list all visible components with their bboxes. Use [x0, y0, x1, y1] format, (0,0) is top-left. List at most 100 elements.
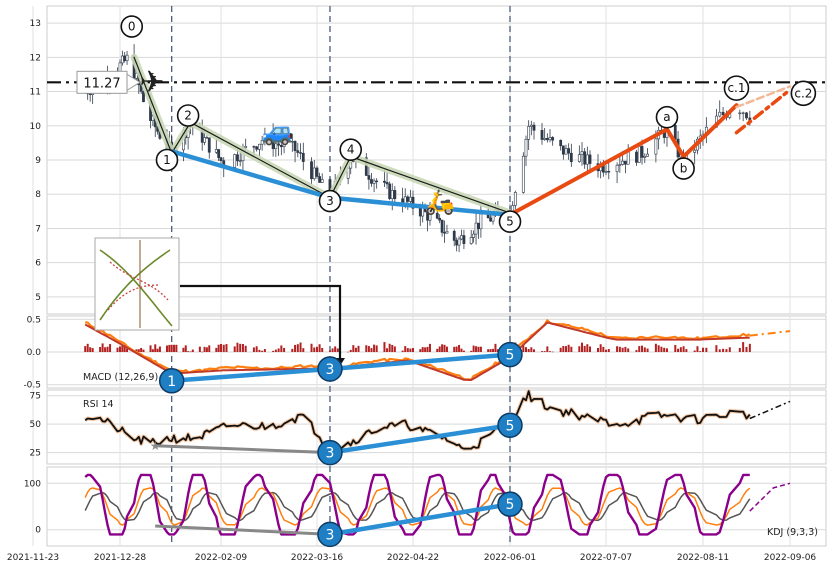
macd-histogram-bar — [215, 347, 218, 352]
connector-line — [180, 284, 342, 362]
xtick-label: 2022-04-22 — [387, 553, 439, 563]
candle-body — [585, 154, 589, 165]
macd-histogram-bar — [137, 349, 140, 352]
candle-body — [623, 160, 627, 165]
candle-body — [207, 137, 211, 153]
macd-histogram-bar — [222, 344, 225, 352]
macd-histogram-bar — [261, 350, 264, 352]
wave-label-1: 1 — [163, 153, 171, 167]
macd-histogram-bar — [472, 345, 475, 352]
candle-body — [372, 180, 376, 184]
candle-body — [577, 154, 581, 163]
candle-body — [406, 196, 410, 202]
candle-body — [479, 213, 483, 230]
macd-histogram-bar — [627, 348, 630, 352]
macd-histogram-bar — [373, 344, 376, 352]
macd-histogram-bar — [184, 345, 187, 352]
kdj-j-line — [84, 473, 750, 536]
macd-histogram-bar — [679, 347, 682, 352]
macd-histogram-bar — [638, 346, 641, 352]
macd-histogram-bar — [233, 346, 236, 352]
macd-histogram-bar — [541, 351, 543, 352]
macd-histogram-bar — [436, 348, 439, 352]
candle-body — [236, 154, 239, 162]
wave-label-0: 0 — [128, 20, 136, 34]
candle-body — [607, 171, 611, 173]
macd-histogram-bar — [109, 344, 112, 352]
thumbnail-sketch-red — [107, 261, 169, 311]
wave-label-circle — [318, 189, 342, 213]
wave-line — [133, 56, 511, 214]
rsi-ytick-label: 50 — [30, 420, 42, 430]
candle-body — [646, 153, 649, 157]
macd-histogram-bar — [255, 346, 258, 352]
candle-body — [271, 133, 275, 150]
macd-histogram-bar — [607, 349, 610, 352]
macd-histogram-bar — [296, 344, 299, 352]
macd-histogram-bar — [201, 351, 204, 353]
macd-histogram-bar — [443, 344, 446, 352]
candle-body — [640, 146, 644, 158]
candle-body — [529, 124, 533, 127]
rsi-badge-3: 3 — [326, 446, 335, 462]
macd-histogram-bar — [236, 342, 239, 352]
macd-histogram-bar — [546, 346, 549, 352]
candle-body — [312, 167, 316, 180]
xtick-label: 2022-08-11 — [677, 553, 729, 563]
candle-body — [615, 164, 619, 173]
candle-body — [435, 212, 439, 219]
kdj-badge-3: 3 — [326, 527, 335, 543]
macd-histogram-bar — [263, 349, 266, 352]
candle-body — [524, 139, 528, 157]
macd-histogram-bar — [239, 343, 242, 352]
divergence-badge — [158, 368, 185, 394]
macd-line — [85, 319, 751, 381]
macd-histogram-bar — [294, 344, 297, 352]
macd-histogram-bar — [424, 347, 427, 352]
thumbnail-sketch — [99, 249, 173, 327]
candle-body — [370, 179, 373, 184]
macd-histogram-bar — [728, 347, 731, 352]
macd-histogram-bar — [462, 350, 465, 352]
macd-ytick-label: -0.5 — [23, 381, 41, 391]
rsi-ytick-label: 75 — [30, 392, 41, 402]
macd-histogram-bar — [654, 343, 657, 352]
macd-histogram-bar — [421, 347, 424, 352]
macd-histogram-bar — [349, 349, 352, 352]
macd-histogram-bar — [283, 347, 286, 352]
macd-histogram-bar — [116, 347, 119, 352]
candle-body — [745, 112, 748, 119]
macd-histogram-bar — [742, 342, 745, 352]
divergence-badge — [317, 521, 343, 548]
macd-histogram-bar — [156, 348, 159, 352]
macd-histogram-bar — [302, 348, 305, 352]
candle-body — [511, 205, 515, 212]
candle-body — [569, 152, 573, 163]
candle-body — [318, 176, 321, 183]
macd-histogram-bar — [699, 351, 702, 352]
macd-histogram-bar — [438, 346, 441, 352]
macd-histogram-bar — [618, 346, 621, 352]
macd-histogram-bar — [121, 345, 124, 352]
xtick-label: 2021-11-23 — [7, 553, 59, 563]
candle-body — [548, 137, 552, 141]
candle-body — [301, 152, 305, 162]
candle-body — [721, 111, 725, 116]
candle-body — [637, 146, 641, 163]
price-ytick-label: 6 — [35, 259, 41, 269]
kdj-ytick-label: 0 — [35, 526, 41, 536]
macd-histogram-bar — [643, 347, 646, 352]
candle-body — [618, 164, 622, 166]
candle-body — [421, 207, 425, 217]
macd-histogram-bar — [244, 345, 247, 352]
macd-signal-line — [84, 321, 750, 381]
macd-histogram-bar — [336, 348, 339, 352]
candle-body — [290, 141, 294, 143]
candle-body — [375, 180, 379, 183]
candle-body — [393, 190, 397, 200]
wave-label-5: 5 — [506, 215, 514, 229]
macd-histogram-bar — [441, 344, 444, 352]
wave-label-circle — [120, 15, 144, 38]
candle-body — [527, 126, 531, 140]
